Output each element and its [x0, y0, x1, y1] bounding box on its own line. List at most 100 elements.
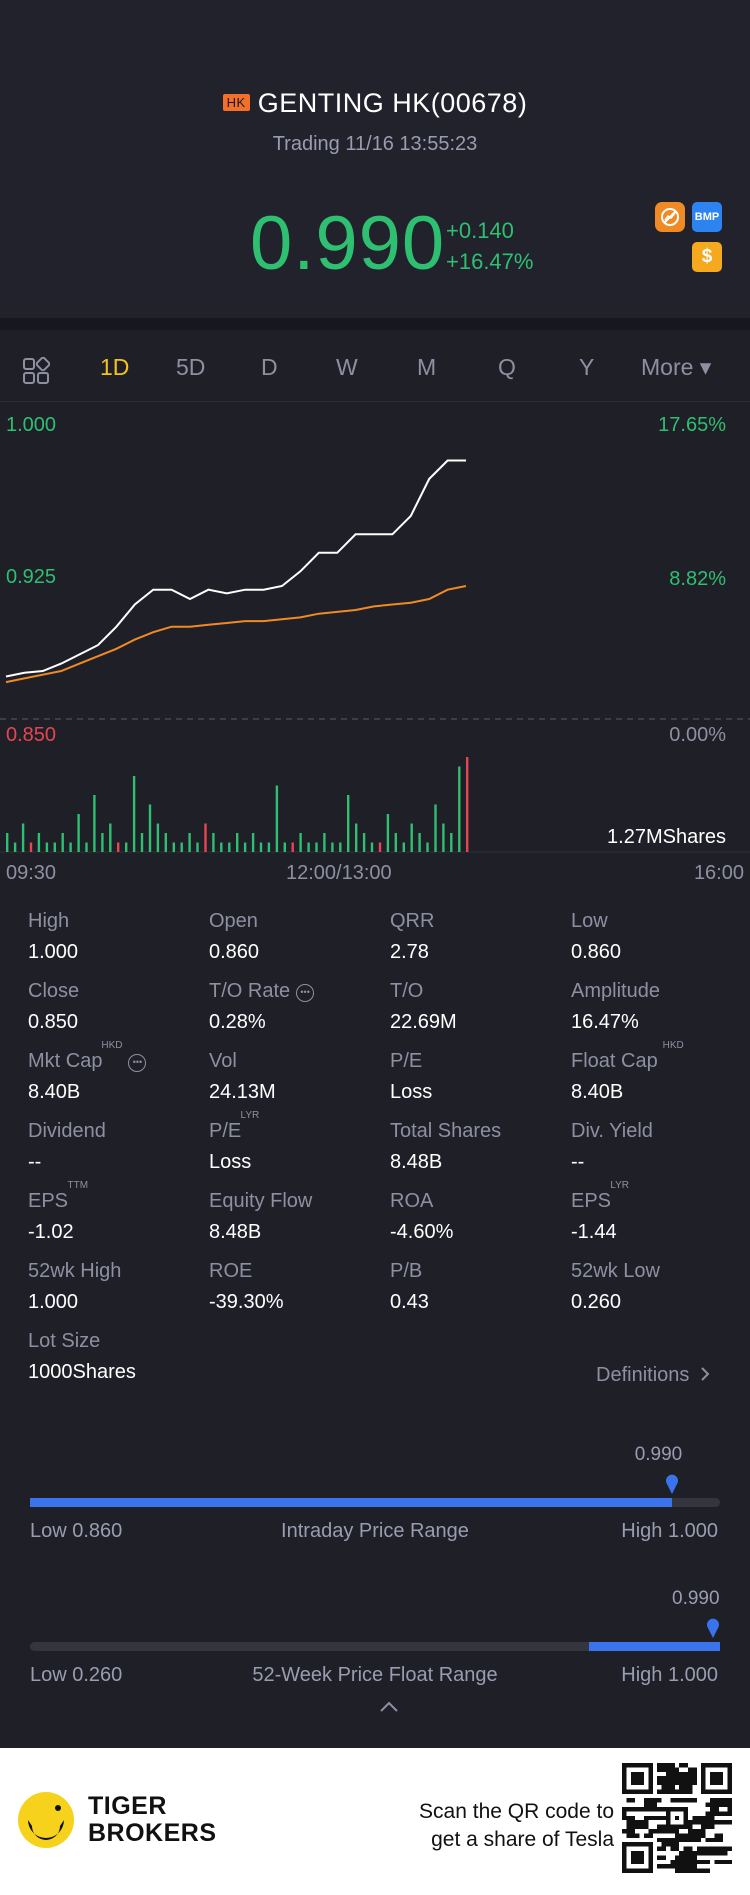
- volume-bar: [164, 833, 167, 852]
- range-title: Intraday Price Range: [281, 1520, 469, 1542]
- tab-w[interactable]: W: [336, 354, 358, 380]
- volume-bar: [188, 833, 191, 852]
- axis-pct-high: 17.65%: [658, 414, 726, 436]
- layout-grid-icon[interactable]: [22, 357, 50, 385]
- volume-bar: [6, 833, 9, 852]
- volume-bar: [125, 842, 128, 852]
- time-end: 16:00: [693, 862, 744, 884]
- tab-5d[interactable]: 5D: [176, 354, 206, 380]
- volume-bar: [180, 842, 183, 852]
- volume-bar: [458, 766, 461, 852]
- average-price-line: [5, 585, 467, 684]
- scan-prompt: Scan the QR code to get a share of Tesla: [419, 1800, 614, 1851]
- tab-1d[interactable]: 1D: [100, 354, 130, 380]
- stat-float-cap: Float Cap HKD 8.40B: [571, 1040, 684, 1103]
- volume-bar: [53, 842, 56, 852]
- range-current-value: 0.990: [634, 1444, 683, 1465]
- tab-m[interactable]: M: [417, 354, 437, 380]
- stock-title: GENTING HK(00678): [257, 88, 528, 118]
- stat-total-shares: Total Shares 8.48B: [390, 1120, 502, 1173]
- volume-bar: [117, 842, 120, 852]
- stat-turnover-rate: T/O Rate ••• 0.28%: [209, 980, 379, 1034]
- volume-bar: [347, 795, 350, 852]
- range-low: Low 0.860: [30, 1520, 123, 1542]
- more-info-icon[interactable]: •••: [296, 984, 315, 1002]
- promo-footer: TIGER BROKERS Scan the QR code to get a …: [0, 1748, 750, 1895]
- volume-bar: [69, 842, 72, 852]
- trading-status: Trading 11/16 13:55:23: [272, 133, 478, 155]
- volume-bar: [267, 842, 271, 852]
- volume-bar: [418, 833, 421, 852]
- volume-bar: [212, 833, 215, 852]
- more-info-icon[interactable]: •••: [128, 1054, 147, 1072]
- volume-bar: [220, 842, 223, 852]
- range-title: 52-Week Price Float Range: [252, 1664, 498, 1686]
- volume-bar: [156, 823, 160, 852]
- volume-bar: [450, 833, 453, 852]
- range-marker-icon: [665, 1474, 678, 1494]
- stat-pe: P/E Loss: [390, 1050, 433, 1103]
- market-badge: HK: [222, 94, 250, 111]
- volume-bar: [402, 842, 405, 852]
- range-marker-icon: [707, 1618, 719, 1638]
- volume-bar: [132, 776, 136, 852]
- stat-52wk-low: 52wk Low 0.260: [571, 1260, 660, 1313]
- volume-bar: [323, 833, 326, 852]
- stat-low: Low 0.860: [571, 910, 622, 963]
- stat-eps-ttm: EPS TTM -1.02: [28, 1180, 89, 1243]
- stat-equity-flow: Equity Flow 8.48B: [209, 1190, 313, 1243]
- volume-label: 1.27MShares: [607, 826, 726, 848]
- stat-mkt-cap: Mkt Cap HKD ••• 8.40B: [28, 1040, 198, 1104]
- intraday-chart[interactable]: 1.000 0.925 0.850 17.65% 8.82% 0.00% 1.2…: [0, 402, 750, 902]
- range-track: [30, 1498, 720, 1507]
- volume-bar: [101, 833, 104, 852]
- change-percent: +16.47%: [446, 249, 534, 274]
- tab-d[interactable]: D: [261, 354, 278, 380]
- price-line: [5, 459, 466, 678]
- chevron-right-icon: [701, 1367, 710, 1381]
- tab-y[interactable]: Y: [579, 354, 595, 380]
- volume-bar: [172, 842, 175, 852]
- dollar-icon[interactable]: $: [692, 242, 722, 272]
- stat-high: High 1.000: [28, 910, 79, 963]
- volume-bar: [109, 823, 112, 852]
- volume-bar: [283, 842, 286, 852]
- definitions-link[interactable]: Definitions: [596, 1364, 711, 1387]
- chart-period-tabs: 1D 5D D W M Q Y More ▾: [0, 330, 750, 402]
- volume-bar: [370, 842, 374, 852]
- stat-amplitude: Amplitude 16.47%: [571, 980, 660, 1033]
- volume-bar: [442, 823, 445, 852]
- volume-bar: [355, 823, 358, 852]
- volume-bar: [13, 842, 17, 852]
- volume-bar: [37, 833, 41, 852]
- bmp-badge-icon[interactable]: BMP: [692, 202, 722, 232]
- range-current-value: 0.990: [672, 1588, 720, 1609]
- stat-turnover: T/O 22.69M: [390, 980, 457, 1033]
- volume-bar: [275, 785, 279, 852]
- volume-bar: [29, 842, 33, 852]
- volume-bar: [434, 804, 437, 852]
- tab-q[interactable]: Q: [498, 354, 516, 380]
- volume-bar: [299, 833, 302, 852]
- volume-bar: [362, 833, 366, 852]
- qr-code: [622, 1763, 732, 1873]
- last-price: 0.990: [250, 201, 446, 286]
- volume-bar: [236, 833, 239, 852]
- axis-low: 0.850: [6, 724, 57, 746]
- stat-lot-size: Lot Size 1000Shares: [28, 1330, 136, 1383]
- volume-bar: [394, 833, 397, 852]
- stat-div-yield: Div. Yield --: [571, 1120, 653, 1173]
- tab-more[interactable]: More ▾: [641, 354, 712, 380]
- volume-bar: [315, 842, 318, 852]
- range-high: High 1.000: [621, 1664, 718, 1686]
- stat-pb: P/B 0.43: [390, 1260, 429, 1313]
- time-mid: 12:00/13:00: [286, 862, 392, 884]
- volume-bar: [386, 814, 390, 852]
- volume-bar: [21, 823, 25, 852]
- no-short-icon[interactable]: [655, 202, 685, 232]
- axis-mid: 0.925: [6, 566, 57, 588]
- stat-qrr: QRR 2.78: [390, 910, 435, 963]
- chevron-up-icon[interactable]: [378, 1700, 400, 1714]
- time-start: 09:30: [6, 862, 57, 884]
- axis-pct-mid: 8.82%: [669, 568, 726, 590]
